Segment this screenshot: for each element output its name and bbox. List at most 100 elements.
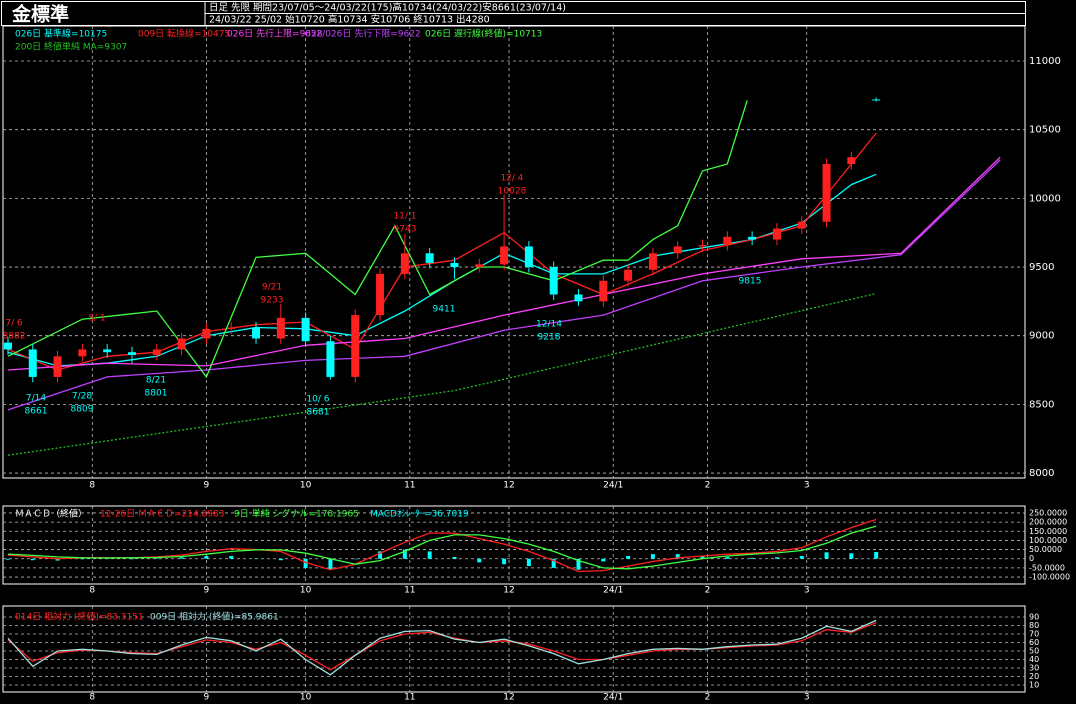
y-tick-label: 90 [1029,612,1039,621]
oscillator-bar [55,558,60,561]
oscillator-bar [353,558,358,560]
oscillator-bar [824,552,829,559]
y-tick-label: 70 [1029,629,1039,638]
x-tick-label: 24/1 [603,586,623,596]
candle-body [475,264,484,268]
oscillator-bar [229,555,234,559]
annotation-date: 8/ 1 [88,314,105,324]
annotation-value: 9411 [433,305,456,315]
y-tick-label: 11000 [1029,56,1061,67]
annotation-value: 10028 [498,187,527,197]
candle-body [400,253,409,274]
candle-body [202,328,211,339]
oscillator-bar [477,558,482,563]
annotation-date: 7/ 6 [5,319,23,329]
x-tick-label: 11 [404,693,415,703]
y-tick-label: 9000 [1029,331,1054,342]
candle-body [177,338,186,350]
oscillator-bar [700,555,705,559]
annotation-date: 7/14 [26,394,46,404]
annotation-value: 8882 [3,332,26,342]
candle-body [772,228,781,240]
candle-body [524,246,533,268]
candle-body [301,317,310,342]
y-tick-label: 0 [1029,554,1034,563]
legend-entry: 014日 相対力 (終値)=83.3151 [15,611,144,623]
y-tick-label: 8000 [1029,468,1054,479]
candle-body [53,356,62,377]
annotation-value: 8661 [25,407,48,417]
candle-body [252,327,261,339]
candle-body [872,99,881,101]
oscillator-bar [5,558,10,560]
candle-body [648,253,657,270]
x-tick-label: 8 [89,693,95,703]
oscillator-bar [427,551,432,559]
annotation-value: 9815 [739,277,762,287]
oscillator-bar [774,557,779,559]
oscillator-bar [129,558,134,560]
annotation-value: 9233 [261,296,284,306]
annotation-date: 8/21 [146,376,166,386]
x-tick-label: 11 [404,586,415,596]
candle-body [78,349,87,357]
x-tick-label: 8 [89,586,95,596]
oscillator-bar [80,558,85,560]
panel-frame [2,25,1026,479]
panel-title: ＭＡＣＤ（終値） [15,508,87,520]
oscillator-bar [154,558,159,559]
candle-body [450,262,459,268]
x-tick-label: 2 [705,586,711,596]
x-tick-label: 12 [503,586,514,596]
annotation-value: 8801 [145,389,168,399]
annotation-date: 12/ 4 [500,174,523,184]
candle-body [103,349,112,353]
x-tick-label: 3 [804,693,810,703]
candle-body [822,164,831,222]
y-tick-label: 40 [1029,655,1039,664]
candle-body [574,294,583,302]
y-tick-label: -100.0000 [1029,573,1070,582]
annotation-date: 12/14 [536,320,562,330]
y-tick-label: 10 [1029,681,1039,690]
x-tick-label: 9 [204,481,210,491]
y-tick-label: 150.0000 [1029,527,1067,536]
oscillator-bar [601,558,606,562]
x-tick-label: 11 [404,481,415,491]
oscillator-bar [254,558,259,559]
annotation-date: 9/21 [262,283,282,293]
candle-body [673,246,682,254]
annotation-value: 9743 [394,225,417,235]
annotation-value: 8809 [71,405,94,415]
candle-body [599,280,608,302]
oscillator-bar [799,555,804,559]
oscillator-bar [576,558,581,570]
candle-body [276,317,285,339]
series-line [7,619,877,676]
panel-frame [2,505,1026,585]
candle-body [425,253,434,263]
oscillator-bar [675,554,680,559]
x-tick-label: 2 [705,481,711,491]
oscillator-bar [452,556,457,559]
candle-body [376,273,385,316]
header-info: 24/03/22 25/02 始10720 高10734 安10706 終107… [209,14,490,26]
legend-entry: 026日 基準線=10175 [15,28,107,40]
legend-entry: 026日 遅行線(終値)=10713 [425,28,542,40]
annotation-date: 7/28 [72,392,92,402]
oscillator-bar [526,558,531,567]
legend-entry: 026日 先行上限=9628 [227,28,323,40]
series-line [7,525,877,570]
oscillator-bar [30,558,35,561]
legend-entry: 9日 単純 シグナル=178.1965 [234,508,359,520]
oscillator-bar [725,556,730,559]
legend-entry: MACDｵｼﾚｰﾀｰ=36.7019 [370,509,469,520]
oscillator-bar [849,553,854,559]
oscillator-bar [551,558,556,568]
oscillator-bar [874,552,879,559]
candle-body [847,157,856,165]
series-line [7,159,1001,411]
annotation-date: 11/ 1 [393,212,416,222]
